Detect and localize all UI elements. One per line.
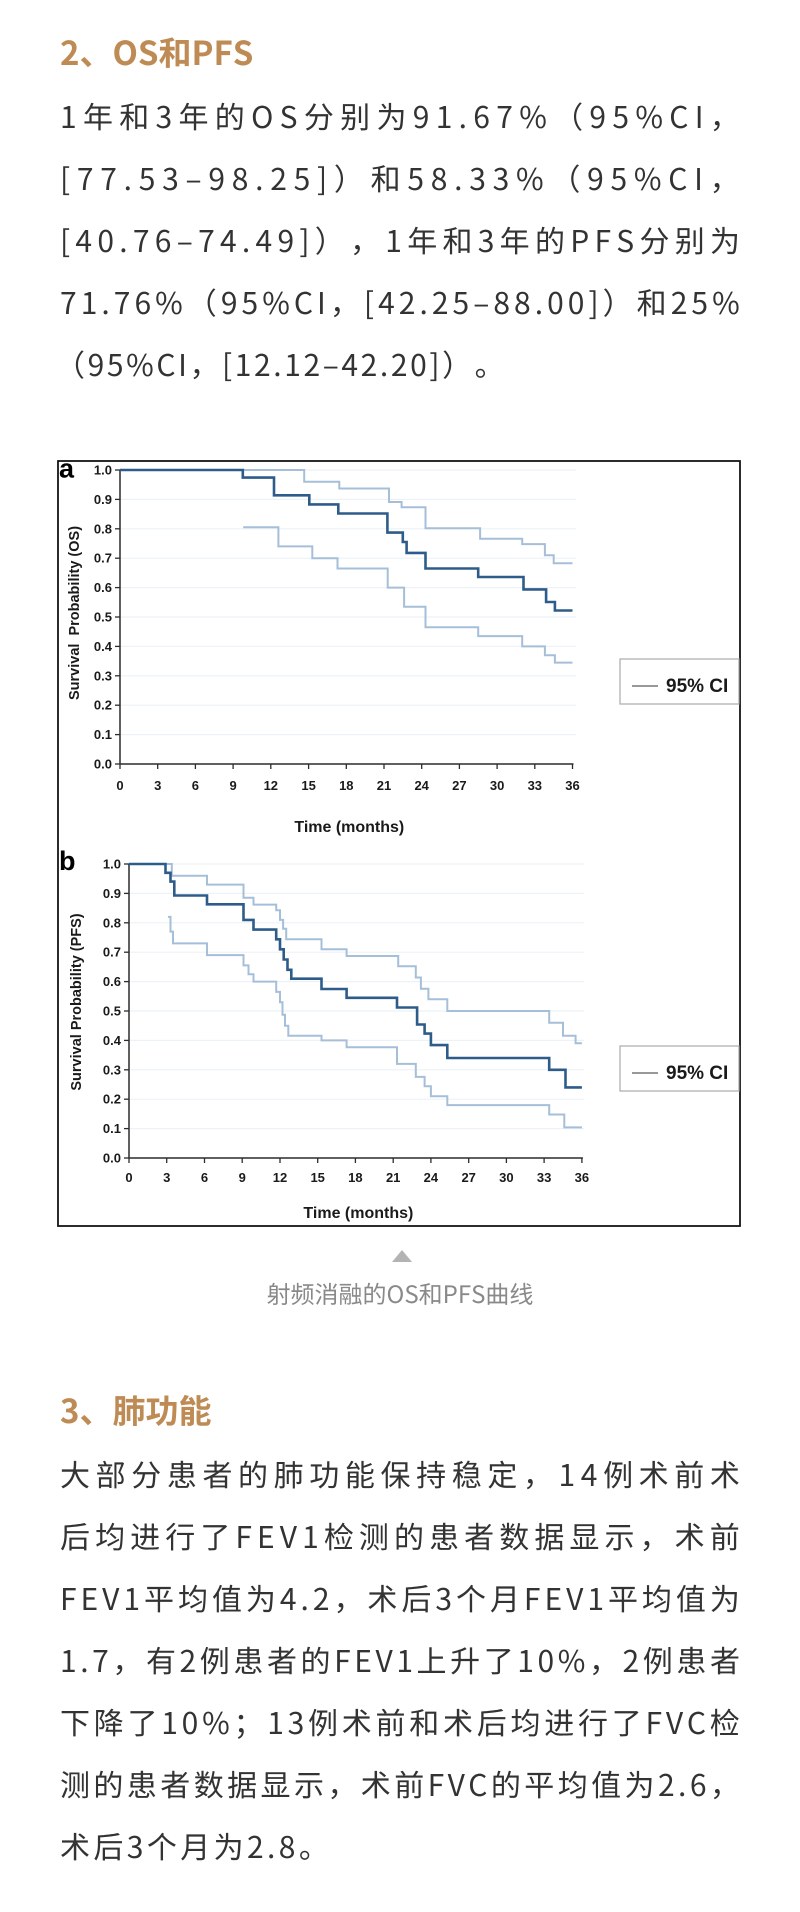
svg-text:21: 21 xyxy=(377,778,391,793)
svg-text:0: 0 xyxy=(125,1170,132,1185)
svg-text:0.2: 0.2 xyxy=(94,698,112,713)
svg-text:0.8: 0.8 xyxy=(103,915,121,930)
svg-text:95% CI: 95% CI xyxy=(666,676,728,697)
svg-text:0.3: 0.3 xyxy=(94,668,112,683)
svg-text:Survival Probability (OS): Survival Probability (OS) xyxy=(67,526,83,700)
svg-text:1.0: 1.0 xyxy=(94,463,112,478)
svg-text:95% CI: 95% CI xyxy=(666,1063,728,1084)
svg-text:0.4: 0.4 xyxy=(94,639,113,654)
svg-text:0.0: 0.0 xyxy=(103,1151,121,1166)
svg-text:0.8: 0.8 xyxy=(94,521,112,536)
svg-text:Time (months): Time (months) xyxy=(303,1205,413,1222)
svg-text:3: 3 xyxy=(163,1170,170,1185)
svg-text:12: 12 xyxy=(264,778,278,793)
svg-text:0.0: 0.0 xyxy=(94,757,112,772)
svg-text:0.9: 0.9 xyxy=(94,492,112,507)
svg-text:0.7: 0.7 xyxy=(94,551,112,566)
svg-text:30: 30 xyxy=(499,1170,513,1185)
svg-text:1.0: 1.0 xyxy=(103,857,121,872)
svg-text:18: 18 xyxy=(348,1170,362,1185)
svg-text:0.6: 0.6 xyxy=(103,974,121,989)
svg-text:0.5: 0.5 xyxy=(94,610,112,625)
svg-text:15: 15 xyxy=(301,778,315,793)
svg-text:33: 33 xyxy=(537,1170,551,1185)
svg-text:24: 24 xyxy=(414,778,429,793)
svg-text:30: 30 xyxy=(490,778,504,793)
svg-text:36: 36 xyxy=(575,1170,589,1185)
svg-text:18: 18 xyxy=(339,778,353,793)
svg-text:0.2: 0.2 xyxy=(103,1092,121,1107)
svg-text:0.9: 0.9 xyxy=(103,886,121,901)
svg-text:0.1: 0.1 xyxy=(103,1121,121,1136)
svg-text:0.3: 0.3 xyxy=(103,1062,121,1077)
svg-text:6: 6 xyxy=(201,1170,208,1185)
svg-text:0.1: 0.1 xyxy=(94,727,112,742)
svg-text:0.7: 0.7 xyxy=(103,945,121,960)
svg-text:0: 0 xyxy=(116,778,123,793)
svg-text:36: 36 xyxy=(565,778,579,793)
svg-text:33: 33 xyxy=(528,778,542,793)
svg-text:21: 21 xyxy=(386,1170,400,1185)
svg-text:0.5: 0.5 xyxy=(103,1004,121,1019)
svg-text:27: 27 xyxy=(452,778,466,793)
svg-text:27: 27 xyxy=(461,1170,475,1185)
svg-text:9: 9 xyxy=(239,1170,246,1185)
svg-text:9: 9 xyxy=(229,778,236,793)
svg-text:24: 24 xyxy=(424,1170,439,1185)
svg-text:b: b xyxy=(59,846,76,876)
svg-text:12: 12 xyxy=(273,1170,287,1185)
svg-text:0.6: 0.6 xyxy=(94,580,112,595)
svg-text:6: 6 xyxy=(192,778,199,793)
svg-text:Time (months): Time (months) xyxy=(294,819,404,836)
svg-text:15: 15 xyxy=(310,1170,324,1185)
svg-text:3: 3 xyxy=(154,778,161,793)
svg-text:0.4: 0.4 xyxy=(103,1033,122,1048)
svg-text:a: a xyxy=(59,460,75,484)
svg-text:Survival Probability (PFS): Survival Probability (PFS) xyxy=(69,913,85,1090)
